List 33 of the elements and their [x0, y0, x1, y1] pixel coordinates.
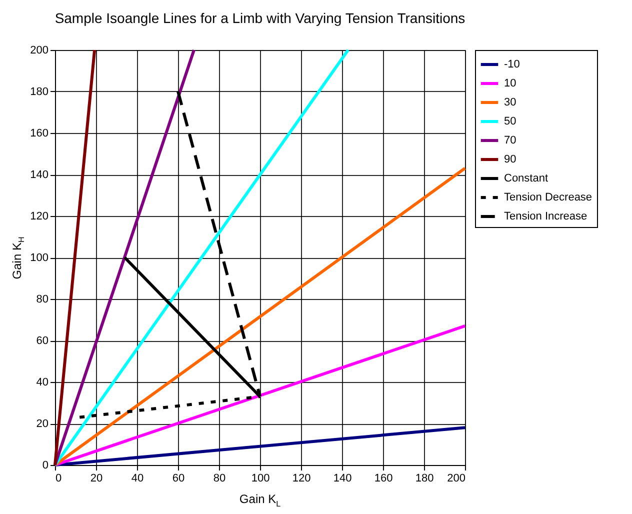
x-tick-label: 0 — [56, 472, 62, 484]
x-tick-label: 100 — [251, 472, 270, 484]
y-tick-label: 180 — [30, 86, 48, 98]
legend-label: Tension Increase — [504, 210, 588, 222]
x-tick-label: 80 — [213, 472, 226, 484]
y-tick-label: 160 — [30, 128, 48, 140]
x-tick-label: 200 — [447, 472, 466, 484]
y-tick-label: 40 — [36, 376, 48, 388]
y-tick-label: 20 — [36, 418, 48, 430]
x-tick-label: 140 — [333, 472, 352, 484]
legend-label: 70 — [504, 134, 516, 146]
y-tick-label: 200 — [30, 44, 48, 56]
legend-label: 90 — [504, 154, 516, 166]
y-tick-label: 140 — [30, 169, 48, 181]
x-tick-label: 20 — [90, 472, 103, 484]
legend-label: 10 — [504, 78, 516, 90]
x-tick-label: 120 — [292, 472, 311, 484]
y-tick-label: 60 — [36, 335, 48, 347]
y-tick-label: 0 — [42, 460, 48, 472]
legend-label: Constant — [504, 172, 548, 184]
x-tick-label: 160 — [374, 472, 393, 484]
x-tick-label: 60 — [172, 472, 185, 484]
chart-title: Sample Isoangle Lines for a Limb with Varying Tension Transitions — [54, 10, 466, 26]
y-tick-label: 120 — [30, 210, 48, 222]
y-tick-label: 100 — [30, 252, 48, 264]
y-tick-label: 80 — [36, 294, 48, 306]
x-axis-title: Gain K$_{L}$ — [239, 492, 281, 508]
legend-label: -10 — [504, 58, 520, 70]
x-tick-label: 180 — [415, 472, 434, 484]
x-tick-label: 40 — [131, 472, 144, 484]
legend-label: 30 — [504, 96, 516, 108]
legend-label: 50 — [504, 116, 516, 128]
legend-label: Tension Decrease — [504, 192, 592, 204]
